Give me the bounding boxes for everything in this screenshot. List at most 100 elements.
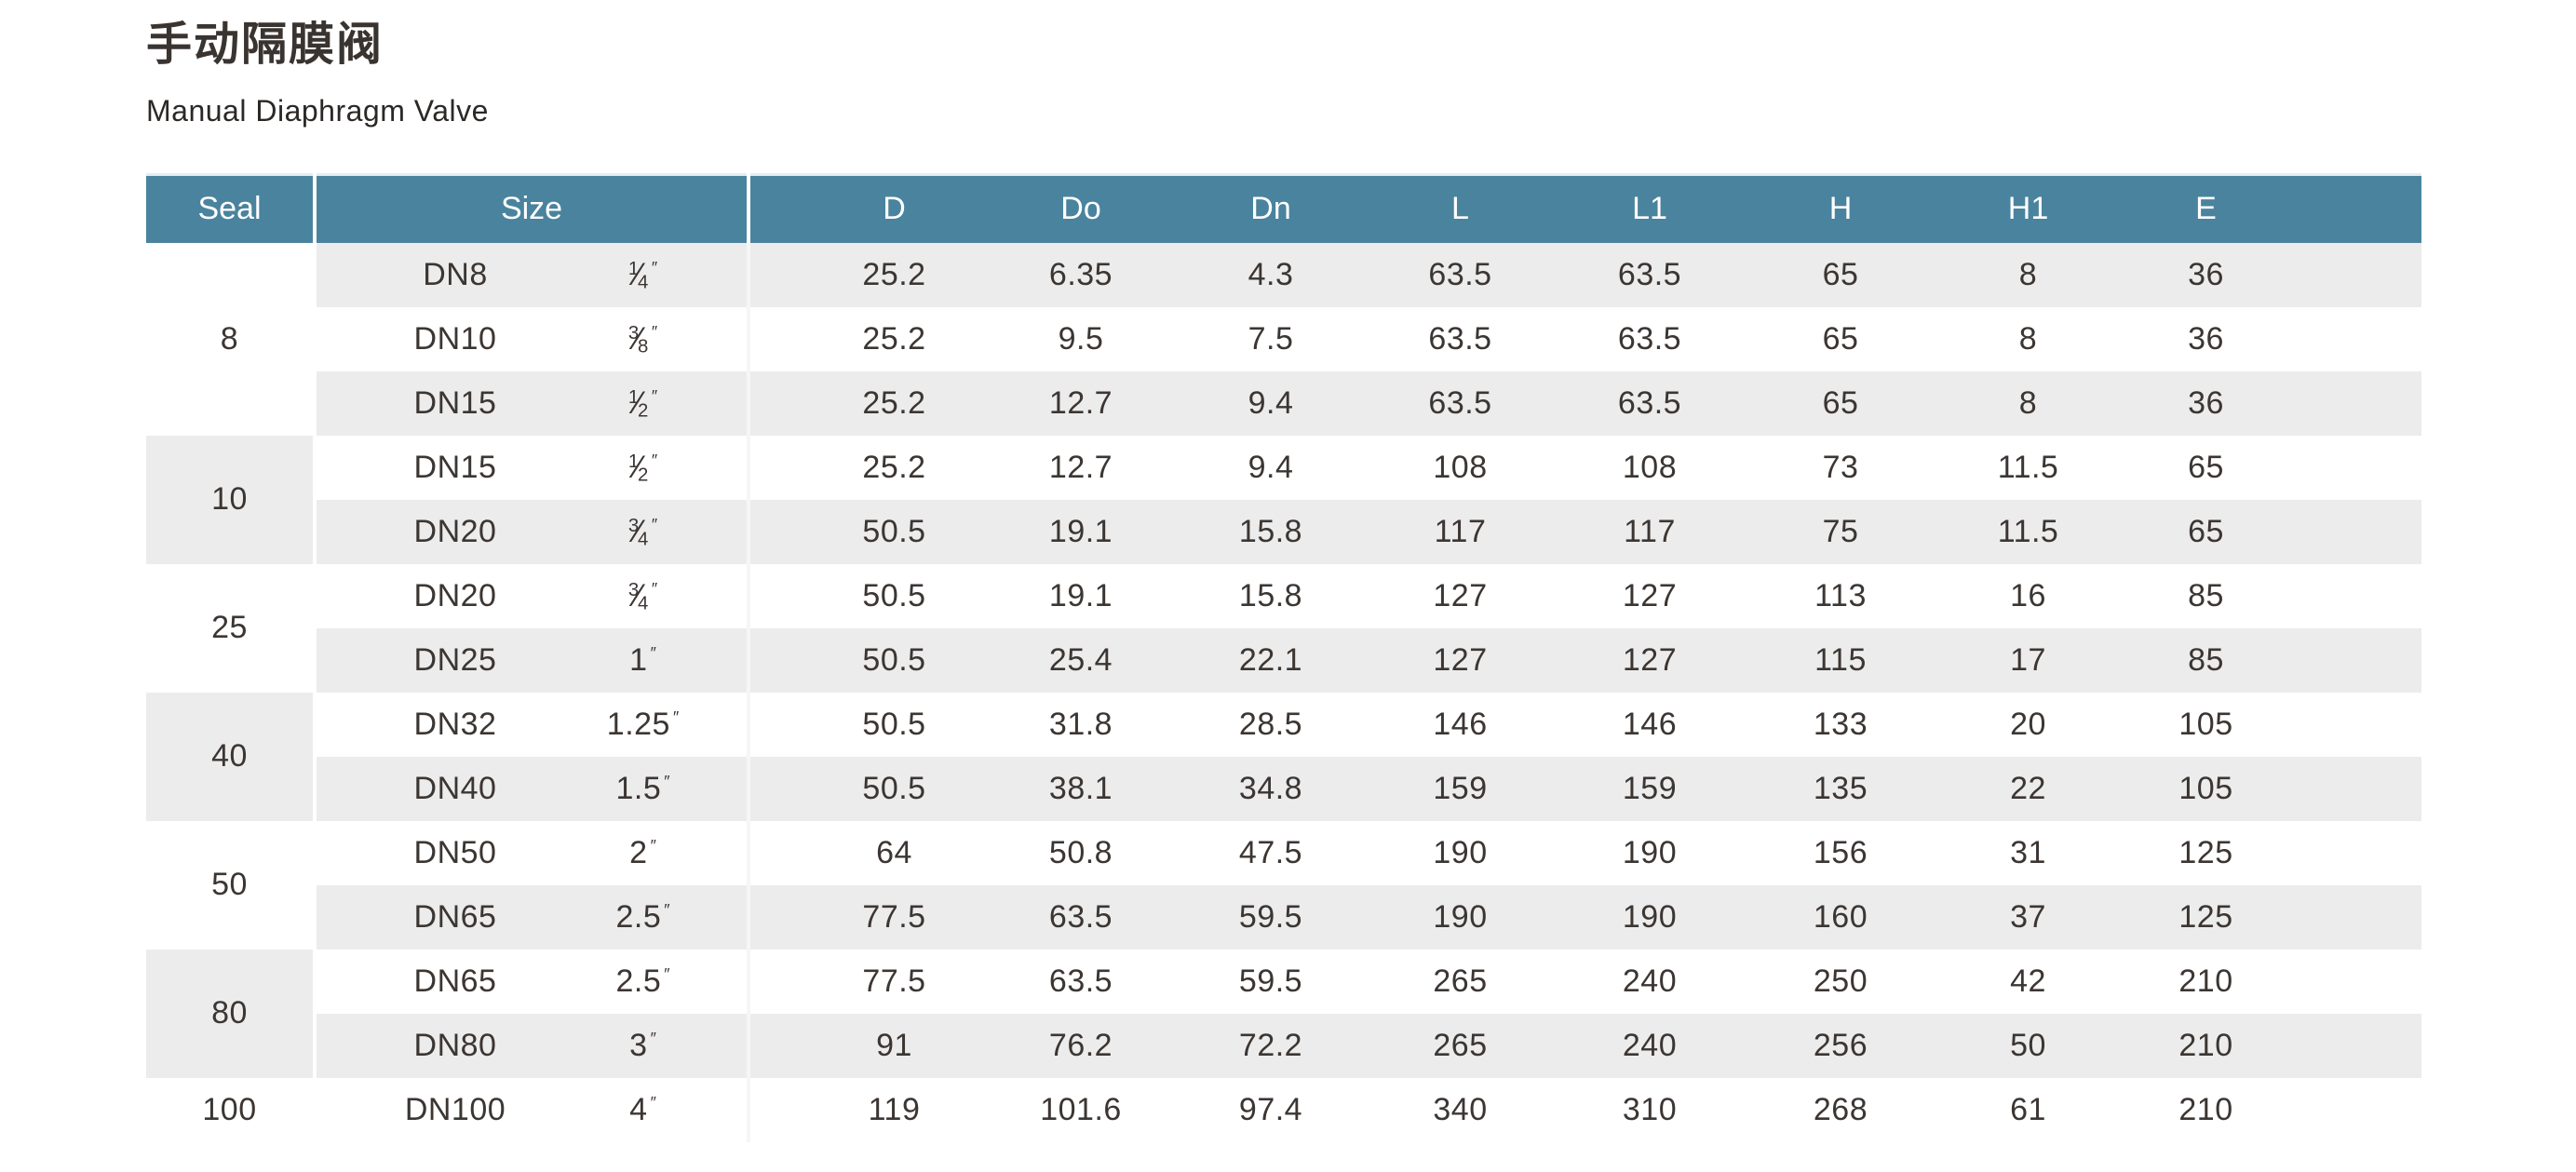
- filler-cell: [2292, 756, 2422, 821]
- table-row: 8 DN8 1⁄4″ 25.2 6.35 4.3 63.5 63.5 65 8 36: [146, 242, 2422, 436]
- dim-value-cell-e: 210: [2120, 949, 2293, 1014]
- dim-value-cell-dn: 15.8: [1176, 499, 1367, 564]
- dim-value-cell-l: 117: [1366, 499, 1556, 564]
- dim-value-cell-dn: 7.5: [1176, 306, 1367, 371]
- spec-table: Seal Size D Do Dn L L1 H H1 E 8 DN8 1⁄4″ 25.2 6.35 4…: [146, 173, 2422, 1142]
- filler-cell: [2292, 820, 2422, 885]
- size-dn-cell: DN65: [315, 949, 594, 1014]
- dim-value-cell-d: 25.2: [749, 435, 987, 500]
- size-inch-cell: 3⁄4″: [594, 563, 751, 628]
- size-dn-cell: DN100: [315, 1077, 594, 1142]
- dim-value-cell-e: 65: [2120, 435, 2293, 500]
- dim-value-cell-d: 119: [749, 1077, 987, 1142]
- header-cell-seal: Seal: [146, 174, 317, 243]
- inch-mark: ″: [651, 579, 657, 599]
- dim-value-cell-d: 50.5: [749, 499, 987, 564]
- size-inch-cell: 2.5 ″: [594, 884, 751, 950]
- inch-mark: ″: [651, 322, 657, 342]
- dim-value-cell-do: 63.5: [986, 949, 1177, 1014]
- table-row: 80 DN65 2.5 ″ 77.5 63.5 59.5 265 240 250 42 210: [146, 949, 2422, 1078]
- inch-mark: ″: [664, 964, 669, 984]
- dim-value-cell-h1: 37: [1936, 884, 2121, 950]
- dim-value-cell-h1: 22: [1936, 756, 2121, 821]
- dim-value-cell-dn: 34.8: [1176, 756, 1367, 821]
- dim-value-cell-d: 25.2: [749, 306, 987, 371]
- dim-value-cell-h: 250: [1745, 949, 1937, 1014]
- dim-value-cell-do: 31.8: [986, 692, 1177, 757]
- table-row: DN20 3⁄4″ 50.5 19.1 15.8 117 117 75 11.5 65: [146, 499, 2422, 564]
- size-inch-cell: 3⁄4″: [594, 499, 751, 564]
- dim-value-cell-e: 125: [2120, 820, 2293, 885]
- filler-cell: [2292, 242, 2422, 307]
- dim-value-cell-dn: 15.8: [1176, 563, 1367, 628]
- filler-cell: [2292, 884, 2422, 950]
- inch-mark: ″: [650, 1029, 656, 1048]
- dim-value-cell-l1: 127: [1555, 627, 1746, 693]
- dim-value-cell-do: 6.35: [986, 242, 1177, 307]
- filler-cell: [2292, 627, 2422, 693]
- dim-value-cell-l: 190: [1366, 884, 1556, 950]
- dim-value-cell-h1: 42: [1936, 949, 2121, 1014]
- dim-value-cell-l: 159: [1366, 756, 1556, 821]
- dim-value-cell-h1: 8: [1936, 306, 2121, 371]
- dim-value-cell-d: 64: [749, 820, 987, 885]
- table-row: 40 DN32 1.25 ″ 50.5 31.8 28.5 146 146 133 20 105: [146, 692, 2422, 821]
- table-row: DN10 3⁄8″ 25.2 9.5 7.5 63.5 63.5 65 8 36: [146, 306, 2422, 371]
- dim-value-cell-l1: 190: [1555, 820, 1746, 885]
- size-inch-cell: 2 ″: [594, 820, 751, 885]
- dim-value-cell-dn: 59.5: [1176, 949, 1367, 1014]
- dim-value-cell-dn: 72.2: [1176, 1013, 1367, 1078]
- table-row: DN15 1⁄2″ 25.2 12.7 9.4 63.5 63.5 65 8 36: [146, 370, 2422, 436]
- dim-value-cell-do: 12.7: [986, 370, 1177, 436]
- dim-value-cell-d: 50.5: [749, 692, 987, 757]
- size-inch-cell: 3 ″: [594, 1013, 751, 1078]
- size-inch-cell: 3⁄8″: [594, 306, 751, 371]
- dim-value-cell-l: 190: [1366, 820, 1556, 885]
- dim-value-cell-l: 265: [1366, 1013, 1556, 1078]
- dim-value-cell-l: 127: [1366, 563, 1556, 628]
- dim-value-cell-h1: 8: [1936, 242, 2121, 307]
- dim-value-cell-l1: 63.5: [1555, 306, 1746, 371]
- dim-value-cell-h: 256: [1745, 1013, 1937, 1078]
- dim-value-cell-h1: 8: [1936, 370, 2121, 436]
- dim-value-cell-d: 77.5: [749, 949, 987, 1014]
- dim-value-cell-l: 108: [1366, 435, 1556, 500]
- dim-value-cell-do: 101.6: [986, 1077, 1177, 1142]
- dim-value-cell-h1: 17: [1936, 627, 2121, 693]
- dim-value-cell-l: 127: [1366, 627, 1556, 693]
- seal-cell: 50: [146, 820, 317, 950]
- size-dn-cell: DN10: [315, 306, 594, 371]
- filler-cell: [2292, 306, 2422, 371]
- dim-value-cell-h1: 16: [1936, 563, 2121, 628]
- header-cell-do: Do: [986, 174, 1177, 243]
- dim-value-cell-dn: 9.4: [1176, 370, 1367, 436]
- dim-value-cell-do: 9.5: [986, 306, 1177, 371]
- dim-value-cell-e: 85: [2120, 563, 2293, 628]
- dim-value-cell-h: 65: [1745, 242, 1937, 307]
- dim-value-cell-h: 156: [1745, 820, 1937, 885]
- filler-cell: [2292, 499, 2422, 564]
- dim-value-cell-dn: 4.3: [1176, 242, 1367, 307]
- header-filler-cell: [2292, 174, 2422, 243]
- size-dn-cell: DN15: [315, 435, 594, 500]
- size-inch-cell: 1⁄2″: [594, 370, 751, 436]
- dim-value-cell-h: 133: [1745, 692, 1937, 757]
- dim-value-cell-do: 19.1: [986, 499, 1177, 564]
- seal-cell: 25: [146, 563, 317, 693]
- dim-value-cell-e: 36: [2120, 306, 2293, 371]
- dim-value-cell-l1: 310: [1555, 1077, 1746, 1142]
- dim-value-cell-e: 210: [2120, 1013, 2293, 1078]
- header-cell-l1: L1: [1555, 174, 1746, 243]
- dim-value-cell-h: 65: [1745, 306, 1937, 371]
- inch-mark: ″: [650, 836, 656, 855]
- inch-mark: ″: [651, 451, 657, 470]
- seal-cell: 80: [146, 949, 317, 1078]
- size-dn-cell: DN50: [315, 820, 594, 885]
- header-cell-size: Size: [315, 174, 751, 243]
- dim-value-cell-dn: 97.4: [1176, 1077, 1367, 1142]
- size-dn-cell: DN20: [315, 563, 594, 628]
- dim-value-cell-h1: 50: [1936, 1013, 2121, 1078]
- table-row: DN25 1 ″ 50.5 25.4 22.1 127 127 115 17 85: [146, 627, 2422, 693]
- dim-value-cell-do: 25.4: [986, 627, 1177, 693]
